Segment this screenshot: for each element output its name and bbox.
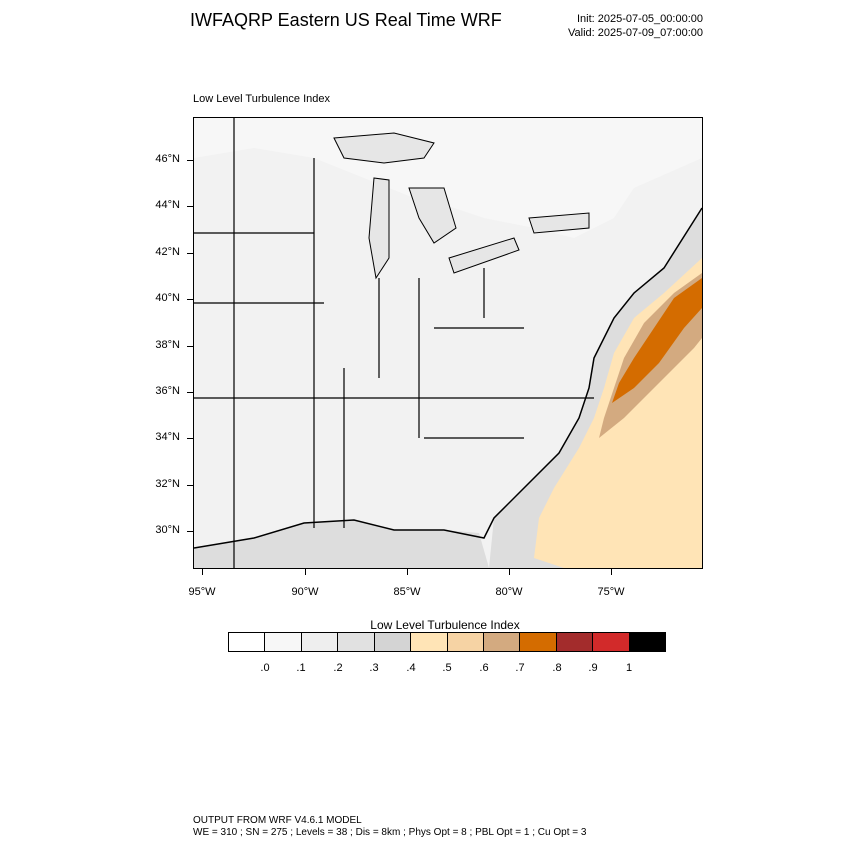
colorbar-label: .5 (442, 662, 452, 674)
lat-tick-label: 34°N (155, 431, 180, 443)
init-time: Init: 2025-07-05_00:00:00 (577, 13, 703, 25)
lon-tick-mark (509, 569, 510, 575)
colorbar-label: .7 (515, 662, 525, 674)
lon-tick-label: 85°W (393, 586, 421, 598)
lat-tick-label: 36°N (155, 385, 180, 397)
map-panel (193, 117, 703, 569)
lon-tick-mark (611, 569, 612, 575)
lon-tick-label: 90°W (291, 586, 319, 598)
lat-tick-label: 40°N (155, 292, 180, 304)
lon-tick-mark (305, 569, 306, 575)
lat-tick-mark (187, 485, 193, 486)
colorbar-title: Low Level Turbulence Index (370, 618, 520, 632)
field-label: Low Level Turbulence Index (193, 93, 330, 105)
lon-tick-label: 95°W (188, 586, 216, 598)
colorbar-box (338, 633, 375, 651)
colorbar-label: .9 (588, 662, 598, 674)
lon-tick-mark (202, 569, 203, 575)
lat-tick-mark (187, 531, 193, 532)
colorbar-box (520, 633, 557, 651)
map-title: IWFAQRP Eastern US Real Time WRF (190, 10, 502, 30)
colorbar-box (374, 633, 412, 651)
lake-michigan (368, 177, 390, 280)
colorbar-label: .6 (479, 662, 489, 674)
colorbar-box (483, 633, 521, 651)
coastline (194, 207, 702, 549)
colorbar-box (301, 633, 339, 651)
lat-tick-label: 44°N (155, 199, 180, 211)
colorbar-box (593, 633, 630, 651)
lat-tick-label: 46°N (155, 153, 180, 165)
lat-tick-mark (187, 438, 193, 439)
colorbar-box (629, 633, 666, 651)
colorbar-box (556, 633, 594, 651)
colorbar-label: .2 (333, 662, 343, 674)
turbulence-high (612, 278, 702, 403)
lon-tick-label: 80°W (495, 586, 523, 598)
colorbar-box (265, 633, 302, 651)
lat-tick-mark (187, 299, 193, 300)
colorbar-label: .3 (369, 662, 379, 674)
colorbar-box (411, 633, 448, 651)
colorbar-box (229, 633, 266, 651)
colorbar-box (447, 633, 484, 651)
state-boundaries (194, 118, 594, 568)
lat-tick-label: 38°N (155, 339, 180, 351)
colorbar-label: .8 (552, 662, 562, 674)
model-info-line1: OUTPUT FROM WRF V4.6.1 MODEL (193, 815, 362, 826)
lat-tick-label: 42°N (155, 246, 180, 258)
lat-tick-mark (187, 206, 193, 207)
lat-tick-mark (187, 392, 193, 393)
valid-time: Valid: 2025-07-09_07:00:00 (568, 27, 703, 39)
map-canvas (194, 118, 702, 568)
lat-tick-mark (187, 253, 193, 254)
lon-tick-mark (407, 569, 408, 575)
colorbar-label: .4 (406, 662, 416, 674)
gulf-of-mexico (194, 520, 489, 568)
colorbar (228, 632, 666, 652)
canada-land (194, 118, 702, 238)
colorbar-label: .1 (296, 662, 306, 674)
lake-huron (408, 187, 457, 244)
lat-tick-label: 32°N (155, 478, 180, 490)
lat-tick-mark (187, 160, 193, 161)
colorbar-label: 1 (625, 662, 633, 674)
lake-superior (333, 132, 435, 164)
lake-ontario (528, 212, 590, 234)
model-info-line2: WE = 310 ; SN = 275 ; Levels = 38 ; Dis … (193, 827, 587, 838)
lake-erie (448, 237, 520, 274)
lat-tick-mark (187, 346, 193, 347)
lon-tick-label: 75°W (597, 586, 625, 598)
lat-tick-label: 30°N (155, 524, 180, 536)
colorbar-label: .0 (260, 662, 270, 674)
